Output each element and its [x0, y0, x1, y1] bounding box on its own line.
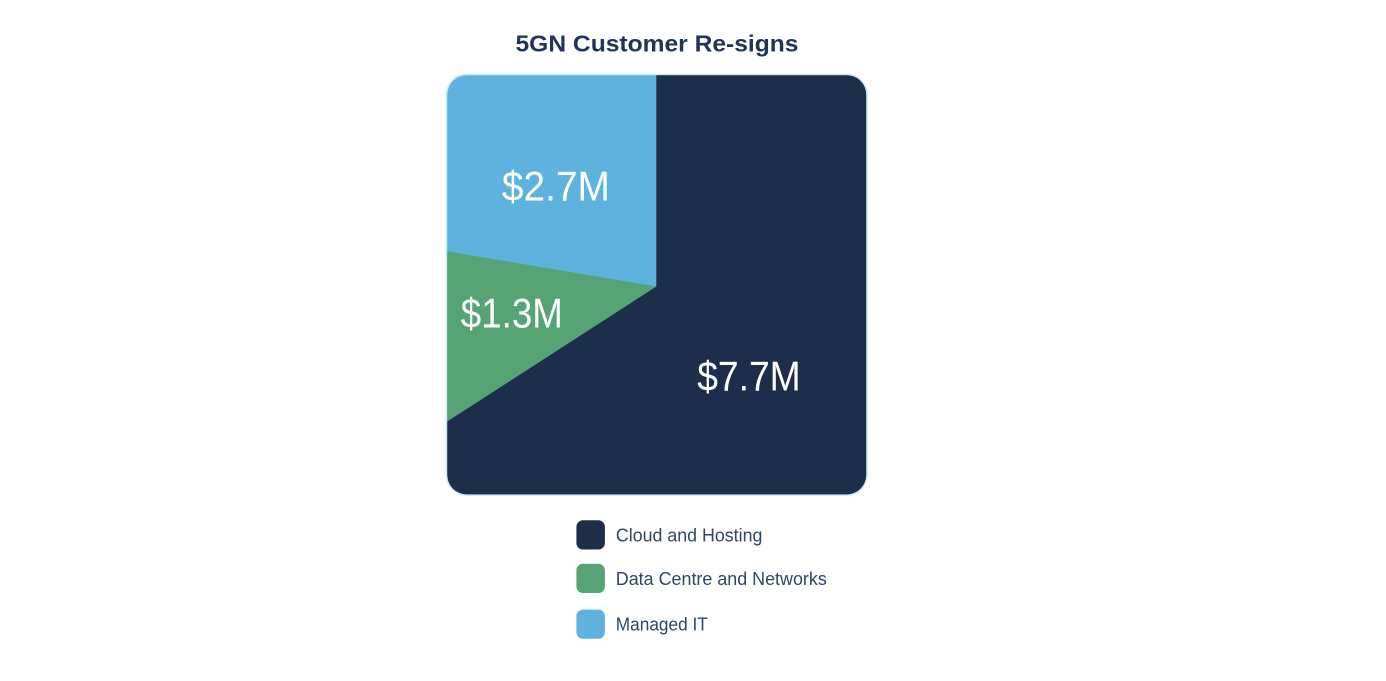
svg-text:$2.7M: $2.7M	[502, 163, 610, 210]
svg-text:5GN Customer Re-signs: 5GN Customer Re-signs	[516, 30, 799, 56]
svg-text:Managed IT: Managed IT	[616, 615, 708, 635]
svg-text:$7.7M: $7.7M	[697, 353, 801, 400]
svg-text:Cloud and Hosting: Cloud and Hosting	[616, 526, 763, 546]
svg-text:Data Centre and Networks: Data Centre and Networks	[616, 569, 827, 589]
svg-text:$1.3M: $1.3M	[461, 289, 563, 336]
